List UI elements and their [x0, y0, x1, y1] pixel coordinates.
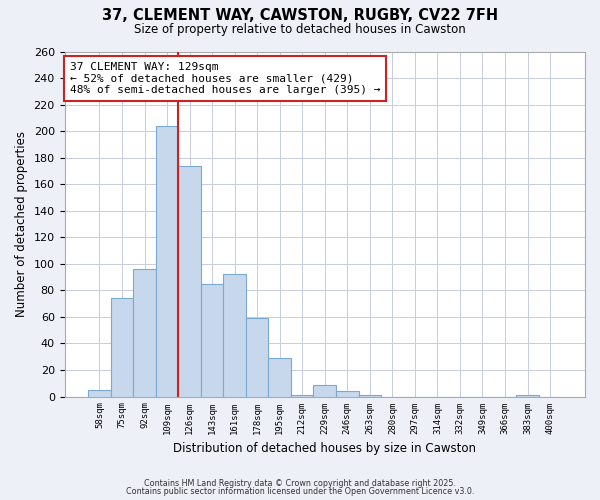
Bar — [223, 274, 246, 396]
Bar — [133, 269, 156, 396]
X-axis label: Distribution of detached houses by size in Cawston: Distribution of detached houses by size … — [173, 442, 476, 455]
Bar — [246, 318, 268, 396]
Text: Size of property relative to detached houses in Cawston: Size of property relative to detached ho… — [134, 22, 466, 36]
Text: 37 CLEMENT WAY: 129sqm
← 52% of detached houses are smaller (429)
48% of semi-de: 37 CLEMENT WAY: 129sqm ← 52% of detached… — [70, 62, 380, 95]
Text: Contains HM Land Registry data © Crown copyright and database right 2025.: Contains HM Land Registry data © Crown c… — [144, 478, 456, 488]
Y-axis label: Number of detached properties: Number of detached properties — [15, 131, 28, 317]
Bar — [88, 390, 111, 396]
Bar — [178, 166, 201, 396]
Bar — [313, 384, 336, 396]
Bar — [268, 358, 291, 397]
Text: 37, CLEMENT WAY, CAWSTON, RUGBY, CV22 7FH: 37, CLEMENT WAY, CAWSTON, RUGBY, CV22 7F… — [102, 8, 498, 22]
Bar — [201, 284, 223, 397]
Bar — [111, 298, 133, 396]
Bar — [291, 395, 313, 396]
Bar — [359, 395, 381, 396]
Text: Contains public sector information licensed under the Open Government Licence v3: Contains public sector information licen… — [126, 487, 474, 496]
Bar — [156, 126, 178, 396]
Bar — [336, 391, 359, 396]
Bar — [516, 395, 539, 396]
